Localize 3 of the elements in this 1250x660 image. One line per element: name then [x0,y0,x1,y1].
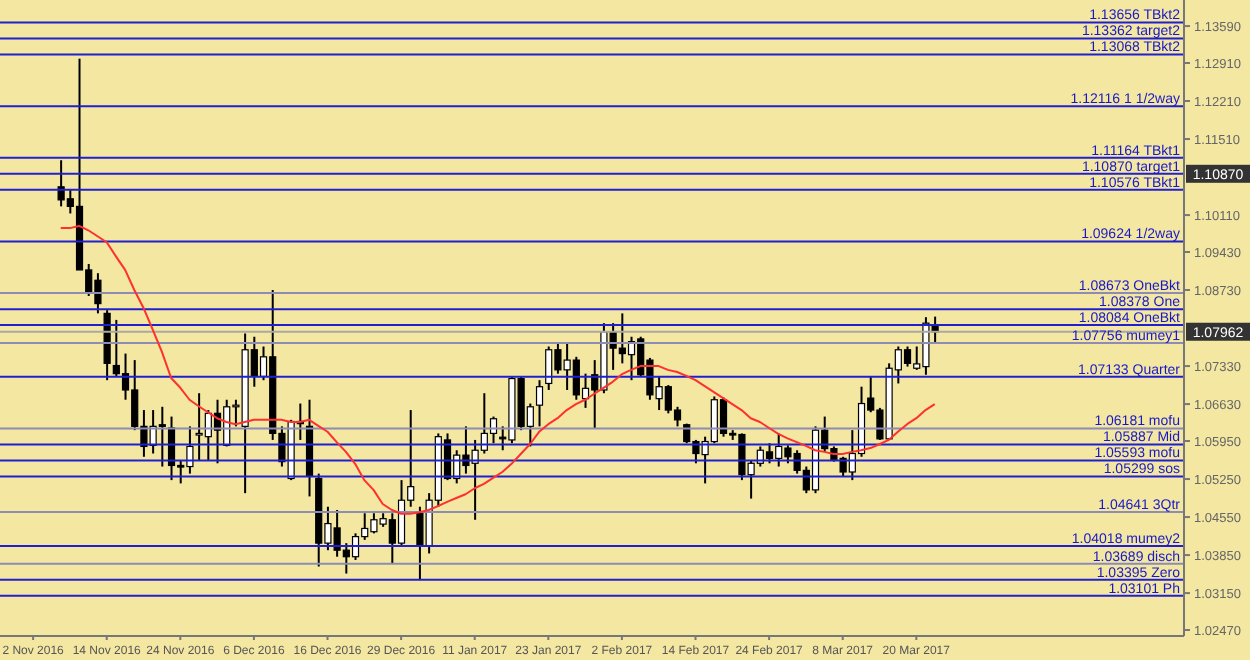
candlestick [535,379,544,428]
candlestick [903,345,912,368]
candlestick [765,442,774,465]
